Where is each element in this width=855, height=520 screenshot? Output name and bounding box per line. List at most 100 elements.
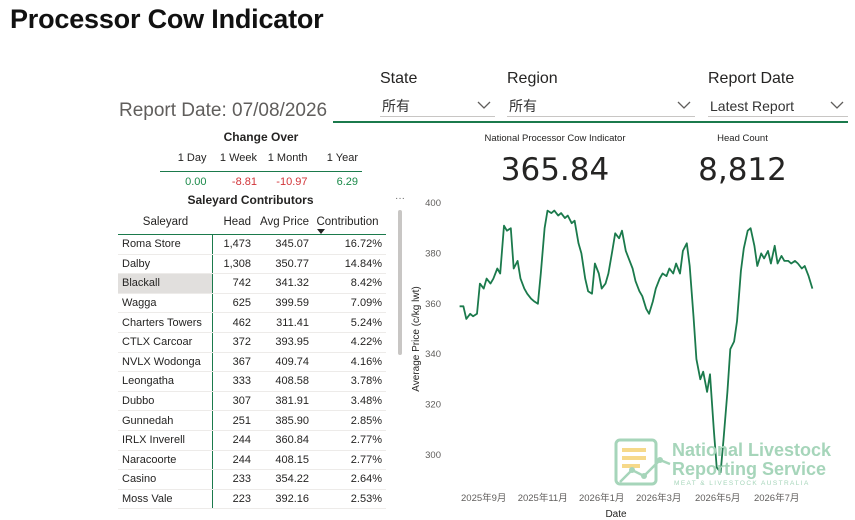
cell-contribution: 4.22% xyxy=(350,336,382,349)
report-date-slicer-label: Report Date xyxy=(708,70,795,87)
y-tick-label: 360 xyxy=(425,299,441,310)
header-avg-price[interactable]: Avg Price xyxy=(259,216,309,228)
cell-contribution: 14.84% xyxy=(344,257,382,270)
table-header: Saleyard Head Avg Price Contribution xyxy=(118,210,386,235)
nlrs-logo-icon xyxy=(614,438,671,486)
cell-saleyard: IRLX Inverell xyxy=(118,430,213,450)
cell-avg-price: 354.22 xyxy=(275,473,309,486)
change-over-col-1day: 1 Day xyxy=(177,152,207,164)
header-contribution[interactable]: Contribution xyxy=(313,216,386,234)
table-row[interactable]: Roma Store 1,473 345.07 16.72% xyxy=(118,235,386,255)
y-tick-label: 380 xyxy=(425,248,441,259)
cell-head: 223 xyxy=(232,493,251,506)
change-over-title: Change Over xyxy=(223,130,299,144)
cell-head: 367 xyxy=(232,355,251,368)
cell-contribution: 16.72% xyxy=(344,238,382,251)
cell-avg-price: 393.95 xyxy=(275,336,309,349)
sort-descending-icon xyxy=(317,229,325,234)
table-row[interactable]: Wagga 625 399.59 7.09% xyxy=(118,293,386,314)
cell-saleyard: Roma Store xyxy=(118,235,213,254)
table-row[interactable]: Dubbo 307 381.91 3.48% xyxy=(118,391,386,412)
price-line-chart: 300 320 340 360 380 400 2025年9月 2025年11月 2026年1月… xyxy=(411,198,814,520)
region-dropdown[interactable]: 所有 xyxy=(507,95,695,117)
table-row[interactable]: Moss Vale 223 392.16 2.53% xyxy=(118,489,386,510)
table-row[interactable]: Casino 233 354.22 2.64% xyxy=(118,470,386,490)
cell-avg-price: 385.90 xyxy=(275,414,309,427)
saleyard-table-title: Saleyard Contributors xyxy=(187,193,314,207)
cell-saleyard: Charters Towers xyxy=(118,313,213,332)
cell-avg-price: 399.59 xyxy=(275,297,309,310)
header-saleyard[interactable]: Saleyard xyxy=(142,216,189,228)
cell-saleyard: Wagga xyxy=(118,293,213,313)
logo-line1: National Livestock xyxy=(672,440,832,460)
indicator-kpi-value: 365.84 xyxy=(500,152,610,188)
cell-avg-price: 392.16 xyxy=(275,493,309,506)
head-count-kpi-label: Head Count xyxy=(717,133,768,144)
head-count-kpi-value: 8,812 xyxy=(698,152,787,188)
header-head[interactable]: Head xyxy=(223,216,252,228)
cell-head: 372 xyxy=(232,336,251,349)
change-over-col-1month: 1 Month xyxy=(267,152,308,164)
header-contribution-label: Contribution xyxy=(316,216,379,228)
state-dropdown[interactable]: 所有 xyxy=(380,95,495,117)
change-over-value-1month: -10.97 xyxy=(276,175,308,188)
table-row[interactable]: Leongatha 333 408.58 3.78% xyxy=(118,372,386,392)
cell-avg-price: 408.58 xyxy=(275,375,309,388)
x-axis-title: Date xyxy=(605,509,627,520)
table-row[interactable]: Naracoorte 244 408.15 2.77% xyxy=(118,450,386,471)
table-row[interactable]: CTLX Carcoar 372 393.95 4.22% xyxy=(118,332,386,353)
cell-saleyard: Naracoorte xyxy=(118,450,213,470)
x-tick-label: 2026年7月 xyxy=(754,492,799,504)
cell-contribution: 2.53% xyxy=(350,493,382,506)
cell-contribution: 4.16% xyxy=(350,355,382,368)
x-tick-label: 2025年9月 xyxy=(461,492,506,504)
cell-saleyard: Dalby xyxy=(118,254,213,274)
y-tick-label: 400 xyxy=(425,198,441,209)
change-over-value-1year: 6.29 xyxy=(336,175,358,188)
table-scrollbar[interactable] xyxy=(398,210,402,355)
table-row[interactable]: Gunnedah 251 385.90 2.85% xyxy=(118,411,386,431)
cell-head: 244 xyxy=(232,453,251,466)
region-slicer: Region 所有 xyxy=(507,70,695,117)
report-date-dropdown[interactable]: Latest Report xyxy=(708,95,848,117)
change-over-value-1day: 0.00 xyxy=(185,175,207,188)
cell-saleyard: Dubbo xyxy=(118,391,213,411)
cell-head: 251 xyxy=(232,414,251,427)
table-row[interactable]: Dalby 1,308 350.77 14.84% xyxy=(118,254,386,275)
chevron-down-icon xyxy=(677,101,691,109)
table-row[interactable]: IRLX Inverell 244 360.84 2.77% xyxy=(118,430,386,451)
cell-avg-price: 381.91 xyxy=(275,395,309,408)
x-tick-label: 2026年3月 xyxy=(636,492,681,504)
cell-saleyard: Gunnedah xyxy=(118,411,213,430)
cell-avg-price: 350.77 xyxy=(275,257,309,270)
state-dropdown-value: 所有 xyxy=(382,98,410,114)
report-date-text: Report Date: 07/08/2026 xyxy=(119,100,328,121)
cell-head: 333 xyxy=(232,375,251,388)
more-options-icon[interactable]: ··· xyxy=(395,193,405,204)
y-axis-title: Average Price (c/kg lwt) xyxy=(411,286,422,391)
cell-saleyard: NVLX Wodonga xyxy=(118,352,213,372)
state-slicer: State 所有 xyxy=(380,70,495,117)
table-row[interactable]: NVLX Wodonga 367 409.74 4.16% xyxy=(118,352,386,373)
cell-head: 742 xyxy=(232,277,251,290)
y-tick-label: 340 xyxy=(425,349,441,360)
cell-avg-price: 341.32 xyxy=(275,277,309,290)
series-line[interactable] xyxy=(459,209,814,474)
cell-saleyard: Casino xyxy=(118,470,213,489)
table-row[interactable]: Blackall 742 341.32 8.42% xyxy=(118,274,386,294)
table-row[interactable]: Charters Towers 462 311.41 5.24% xyxy=(118,313,386,333)
cell-contribution: 5.24% xyxy=(350,316,382,329)
cell-contribution: 2.64% xyxy=(350,473,382,486)
chevron-down-icon xyxy=(830,101,844,109)
state-slicer-label: State xyxy=(380,70,418,87)
x-tick-label: 2026年5月 xyxy=(695,492,740,504)
cell-saleyard: Leongatha xyxy=(118,372,213,391)
cell-saleyard: CTLX Carcoar xyxy=(118,332,213,352)
cell-contribution: 7.09% xyxy=(350,297,382,310)
slicer-divider xyxy=(333,121,848,123)
cell-contribution: 3.48% xyxy=(350,395,382,408)
cell-avg-price: 409.74 xyxy=(275,355,309,368)
x-tick-label: 2025年11月 xyxy=(518,492,568,504)
cell-head: 1,308 xyxy=(223,257,251,270)
change-over-col-1week: 1 Week xyxy=(219,152,257,164)
